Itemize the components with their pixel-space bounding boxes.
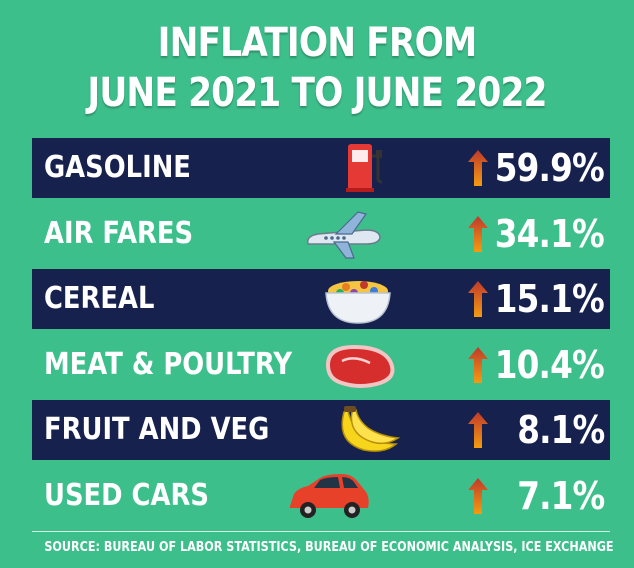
value-label: 59.9% xyxy=(494,146,605,190)
category-label: USED CARS xyxy=(44,477,209,513)
car-icon xyxy=(286,470,370,522)
table-row: FRUIT AND VEG 8.1% xyxy=(32,400,610,460)
category-label: AIR FARES xyxy=(44,215,194,251)
table-row: MEAT & POULTRY 10.4% xyxy=(32,335,610,395)
up-arrow-icon xyxy=(468,346,488,383)
category-label: FRUIT AND VEG xyxy=(44,412,270,447)
category-label: GASOLINE xyxy=(44,150,191,185)
value-label: 8.1% xyxy=(516,408,605,452)
value-label: 34.1% xyxy=(494,211,605,256)
value-label: 15.1% xyxy=(494,277,605,321)
airplane-icon xyxy=(300,208,384,260)
fuel-pump-icon xyxy=(318,142,402,194)
banana-icon xyxy=(326,404,410,456)
up-arrow-icon xyxy=(468,281,488,317)
value-label: 7.1% xyxy=(516,473,605,518)
table-row: CEREAL 15.1% xyxy=(32,269,610,329)
title-line-1: INFLATION FROM xyxy=(157,20,478,66)
up-arrow-icon xyxy=(468,477,488,514)
source-divider xyxy=(32,531,610,532)
up-arrow-icon xyxy=(468,150,488,186)
category-label: MEAT & POULTRY xyxy=(44,346,293,382)
up-arrow-icon xyxy=(468,215,488,252)
table-row: GASOLINE 59.9% xyxy=(32,138,610,198)
cereal-bowl-icon xyxy=(316,273,400,325)
value-label: 10.4% xyxy=(494,342,605,387)
steak-icon xyxy=(318,339,402,391)
table-row: AIR FARES 34.1% xyxy=(32,204,610,264)
category-label: CEREAL xyxy=(44,281,155,316)
source-note: SOURCE: BUREAU OF LABOR STATISTICS, BURE… xyxy=(44,540,614,555)
title-line-2: JUNE 2021 TO JUNE 2022 xyxy=(87,70,547,116)
table-row: USED CARS 7.1% xyxy=(32,466,610,526)
up-arrow-icon xyxy=(468,412,488,448)
